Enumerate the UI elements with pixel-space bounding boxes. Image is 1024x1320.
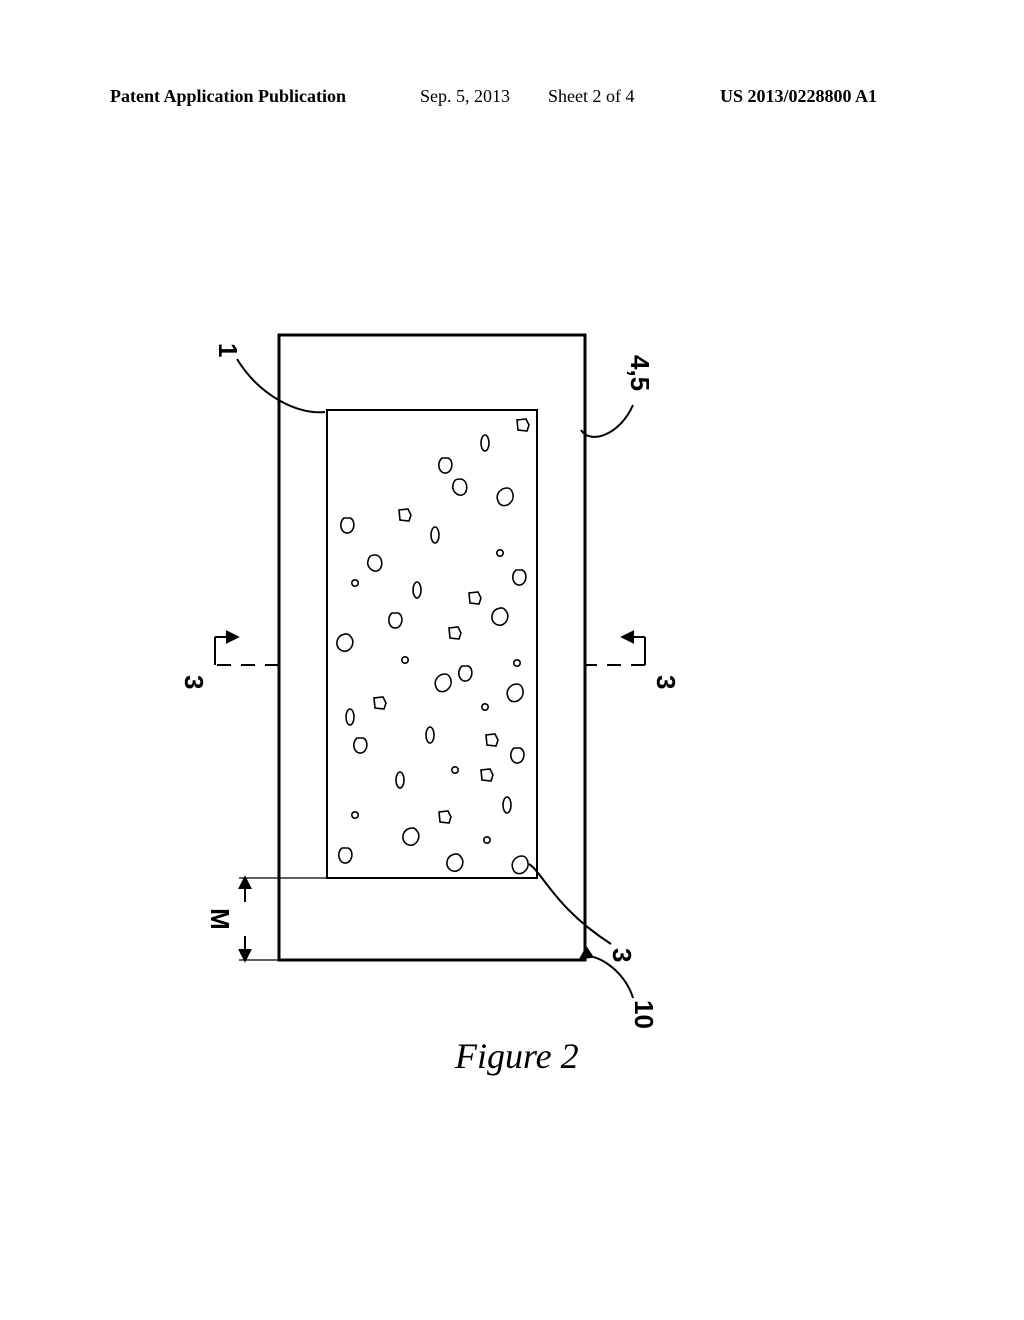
- header-pub-number: US 2013/0228800 A1: [720, 86, 877, 107]
- header-sheet: Sheet 2 of 4: [548, 86, 634, 107]
- svg-text:M: M: [205, 908, 235, 930]
- svg-text:1: 1: [213, 343, 243, 357]
- svg-text:3: 3: [607, 948, 637, 962]
- figure-svg: 3 3 10 4,5 1 3 M: [135, 225, 899, 1105]
- svg-text:4,5: 4,5: [625, 355, 655, 391]
- header-date: Sep. 5, 2013: [420, 86, 510, 107]
- figure-2: 3 3 10 4,5 1 3 M Figure 2: [135, 225, 899, 1105]
- header-publication-type: Patent Application Publication: [110, 86, 346, 107]
- drawing-group: 3 3 10 4,5 1 3 M: [179, 335, 681, 1029]
- svg-text:3: 3: [179, 675, 209, 689]
- svg-text:10: 10: [629, 1000, 659, 1029]
- figure-caption: Figure 2: [455, 1035, 579, 1077]
- svg-text:3: 3: [651, 675, 681, 689]
- page: Patent Application Publication Sep. 5, 2…: [0, 0, 1024, 1320]
